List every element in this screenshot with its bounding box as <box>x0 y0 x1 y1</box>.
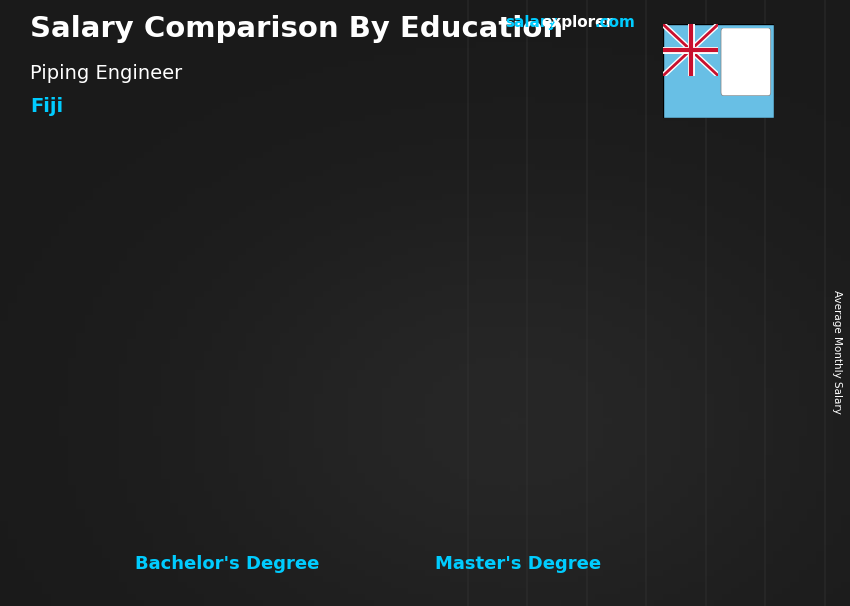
Text: Bachelor's Degree: Bachelor's Degree <box>135 554 320 573</box>
FancyBboxPatch shape <box>125 388 156 545</box>
Text: 2,310 FJD: 2,310 FJD <box>117 361 214 379</box>
Polygon shape <box>582 222 620 545</box>
FancyBboxPatch shape <box>416 241 446 545</box>
Polygon shape <box>292 378 329 545</box>
FancyBboxPatch shape <box>125 388 292 545</box>
FancyBboxPatch shape <box>721 28 771 96</box>
FancyBboxPatch shape <box>663 24 774 118</box>
Text: explorer: explorer <box>541 15 614 30</box>
FancyBboxPatch shape <box>416 241 582 545</box>
Text: Salary Comparison By Education: Salary Comparison By Education <box>30 15 563 43</box>
FancyBboxPatch shape <box>271 388 292 545</box>
Text: Fiji: Fiji <box>30 97 63 116</box>
Polygon shape <box>416 222 620 241</box>
Text: Master's Degree: Master's Degree <box>435 554 601 573</box>
Text: .com: .com <box>595 15 636 30</box>
Text: +93%: +93% <box>295 183 412 217</box>
FancyBboxPatch shape <box>563 241 582 545</box>
Text: Piping Engineer: Piping Engineer <box>30 64 182 82</box>
Text: 4,460 FJD: 4,460 FJD <box>637 214 734 232</box>
Text: salary: salary <box>506 15 558 30</box>
Text: Average Monthly Salary: Average Monthly Salary <box>832 290 842 413</box>
Polygon shape <box>125 378 329 388</box>
